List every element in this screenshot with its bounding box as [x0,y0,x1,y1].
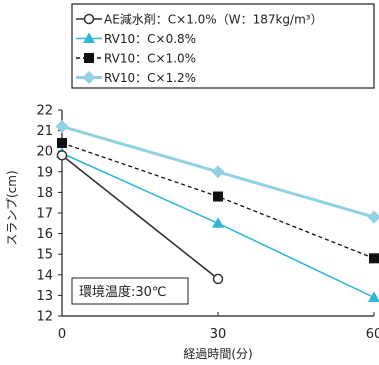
annotation-frame [71,277,189,305]
data-point [55,119,69,133]
annotation-box: 環境温度:30℃ [71,277,189,305]
data-point [369,253,379,264]
legend: AE減水剤：C×1.0%（W：187kg/m³） RV10：C×0.8% RV10：… [71,3,375,89]
data-point [212,273,224,285]
series-0 [56,150,224,285]
legend-label: RV10：C×1.2% [104,71,196,85]
data-point [57,137,67,148]
data-point [368,291,379,302]
data-point [56,150,68,161]
y-tick-label: 15 [36,248,53,263]
annotation-text: 環境温度:30℃ [79,284,167,300]
series-line [61,154,219,280]
y-axis-label: スランプ(cm) [5,170,19,245]
x-tick-label: 60 [366,327,379,342]
x-tick-label: 0 [58,327,66,342]
legend-box [71,3,375,89]
x-axis-label: 経過時間(分) [183,347,252,361]
data-point [367,210,379,224]
legend-label: RV10：C×0.8% [104,32,196,46]
legend-entry: AE減水剤：C×1.0%（W：187kg/m³） [76,12,323,27]
y-tick-label: 21 [36,124,53,139]
y-tick-label: 17 [36,207,53,222]
data-point [211,165,225,179]
legend-entry: RV10：C×1.2% [76,71,196,85]
y-tick-label: 16 [36,227,53,242]
y-tick-label: 18 [36,186,53,201]
legend-entry: RV10：C×1.0% [76,52,196,66]
legend-marker [83,32,95,43]
legend-label: AE減水剤：C×1.0%（W：187kg/m³） [104,12,323,27]
legend-marker [82,71,96,84]
data-point [212,217,224,228]
series-2 [57,137,379,264]
legend-marker [84,53,94,63]
y-tick-label: 14 [36,268,53,283]
y-tick-label: 22 [36,104,53,119]
y-tick-label: 19 [36,165,53,180]
data-point [213,191,223,202]
x-tick-label: 30 [210,327,227,342]
y-tick-label: 20 [36,145,53,160]
legend-marker [83,13,95,25]
legend-entry: RV10：C×0.8% [76,32,196,46]
legend-label: RV10：C×1.0% [104,52,196,66]
series-3 [55,119,379,224]
y-tick-label: 13 [36,289,53,304]
y-tick-label: 12 [36,310,53,325]
